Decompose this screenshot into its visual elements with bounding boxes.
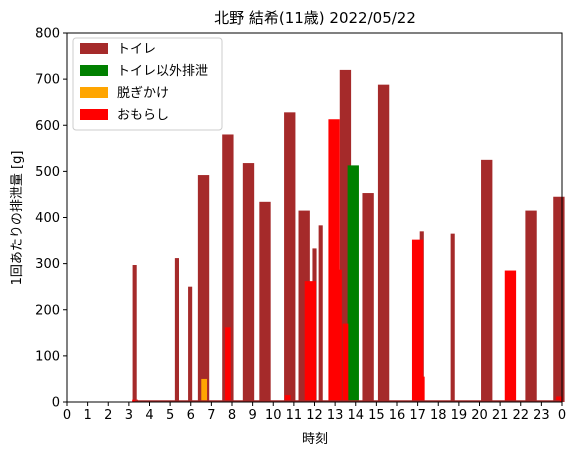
legend-label: おもらし	[117, 108, 169, 123]
chart-title: 北野 結希(11歳) 2022/05/22	[214, 9, 416, 27]
bar-おもらし-13.5	[342, 323, 349, 402]
x-tick-label: 14	[347, 408, 364, 423]
bar-トイレ-10.8	[284, 112, 296, 403]
x-tick-label: 16	[389, 408, 406, 423]
bar-トイレ-7.8	[222, 134, 234, 402]
x-tick-label: 11	[286, 408, 303, 423]
bar-トイレ-13.5	[339, 69, 352, 403]
legend-box	[72, 37, 223, 131]
x-tick-label: 21	[492, 408, 509, 423]
bar-おもらし-21.5	[504, 270, 517, 402]
y-tick-label: 600	[35, 119, 60, 134]
bar-トイレ-15.35	[377, 84, 390, 402]
x-tick-label: 0	[558, 408, 566, 423]
x-tick-label: 5	[166, 408, 174, 423]
y-tick-label: 0	[52, 396, 60, 411]
bar-トイレ-5.97	[188, 286, 193, 402]
bar-脱ぎかけ-6.65	[201, 378, 208, 402]
x-tick-label: 12	[306, 408, 323, 423]
x-tick-label: 20	[471, 408, 488, 423]
legend-label: 脱ぎかけ	[117, 86, 169, 101]
legend-swatch	[80, 109, 108, 120]
y-tick-label: 300	[35, 257, 60, 272]
legend-swatch	[80, 87, 108, 98]
bar-おもらし-13.05	[330, 269, 342, 402]
bar-トイレ-23.85	[553, 196, 565, 402]
bar-トイレ-18.7	[450, 233, 455, 402]
bar-おもらし-12.95	[328, 119, 340, 402]
bar-トイレ-11.5	[298, 210, 310, 402]
x-tick-label: 15	[368, 408, 385, 423]
legend-swatch	[80, 43, 108, 54]
y-tick-label: 800	[35, 27, 60, 42]
bar-トイレ-14.6	[362, 193, 374, 402]
bar-トイレ-8.8	[242, 163, 255, 402]
bar-トイレ-3.28	[132, 265, 137, 402]
legend-swatch	[80, 65, 108, 76]
x-tick-label: 0	[63, 408, 71, 423]
y-tick-label: 200	[35, 303, 60, 318]
y-tick-label: 700	[35, 73, 60, 88]
legend-label: トイレ	[117, 42, 156, 57]
bar-トイレ-5.33	[174, 258, 179, 402]
bar-トイレ-9.6	[259, 201, 271, 402]
bar-おもらし-11.8	[304, 281, 317, 402]
bar-おもらし-7.8	[224, 327, 231, 402]
bar-トイレ-20.35	[481, 159, 493, 402]
x-tick-label: 18	[430, 408, 447, 423]
x-tick-label: 7	[207, 408, 215, 423]
x-tick-label: 1	[83, 408, 91, 423]
x-tick-label: 8	[228, 408, 236, 423]
x-axis-ticks: 0 1 2 3 4 5 6 7 8 9 10 11 12 13 14 15 16 17 18 19 20 21 22 23 0	[63, 402, 566, 423]
x-tick-label: 4	[145, 408, 153, 423]
y-axis-ticks: 0 100 200 300 400 500 600 700 800	[35, 27, 67, 411]
x-tick-label: 3	[125, 408, 133, 423]
bar-おもらし-23.85	[556, 396, 562, 402]
x-axis-label: 時刻	[302, 432, 328, 447]
y-tick-label: 100	[35, 349, 60, 364]
plot-frame	[66, 32, 563, 403]
bars	[132, 69, 565, 403]
y-axis-label: 1回あたりの排泄量 [g]	[10, 151, 25, 286]
x-tick-label: 19	[451, 408, 468, 423]
y-tick-label: 400	[35, 211, 60, 226]
x-tick-label: 17	[409, 408, 426, 423]
x-tick-label: 9	[248, 408, 256, 423]
x-tick-label: 13	[327, 408, 344, 423]
x-tick-label: 6	[187, 408, 195, 423]
bar-おもらし-17	[411, 239, 424, 402]
x-tick-label: 23	[533, 408, 550, 423]
bar-トイレ-6.62	[197, 175, 210, 402]
legend-label: トイレ以外排泄	[117, 64, 208, 79]
bar-トイレ以外排泄-13.88	[347, 165, 359, 402]
y-tick-label: 500	[35, 165, 60, 180]
x-tick-label: 22	[512, 408, 529, 423]
bar-トイレ-12.3	[318, 225, 323, 402]
x-tick-label: 10	[265, 408, 282, 423]
bar-おもらし-10.7	[284, 395, 291, 402]
bar-おもらし-17.2	[418, 376, 425, 402]
x-tick-label: 2	[104, 408, 112, 423]
bar-トイレ-22.5	[525, 210, 537, 402]
